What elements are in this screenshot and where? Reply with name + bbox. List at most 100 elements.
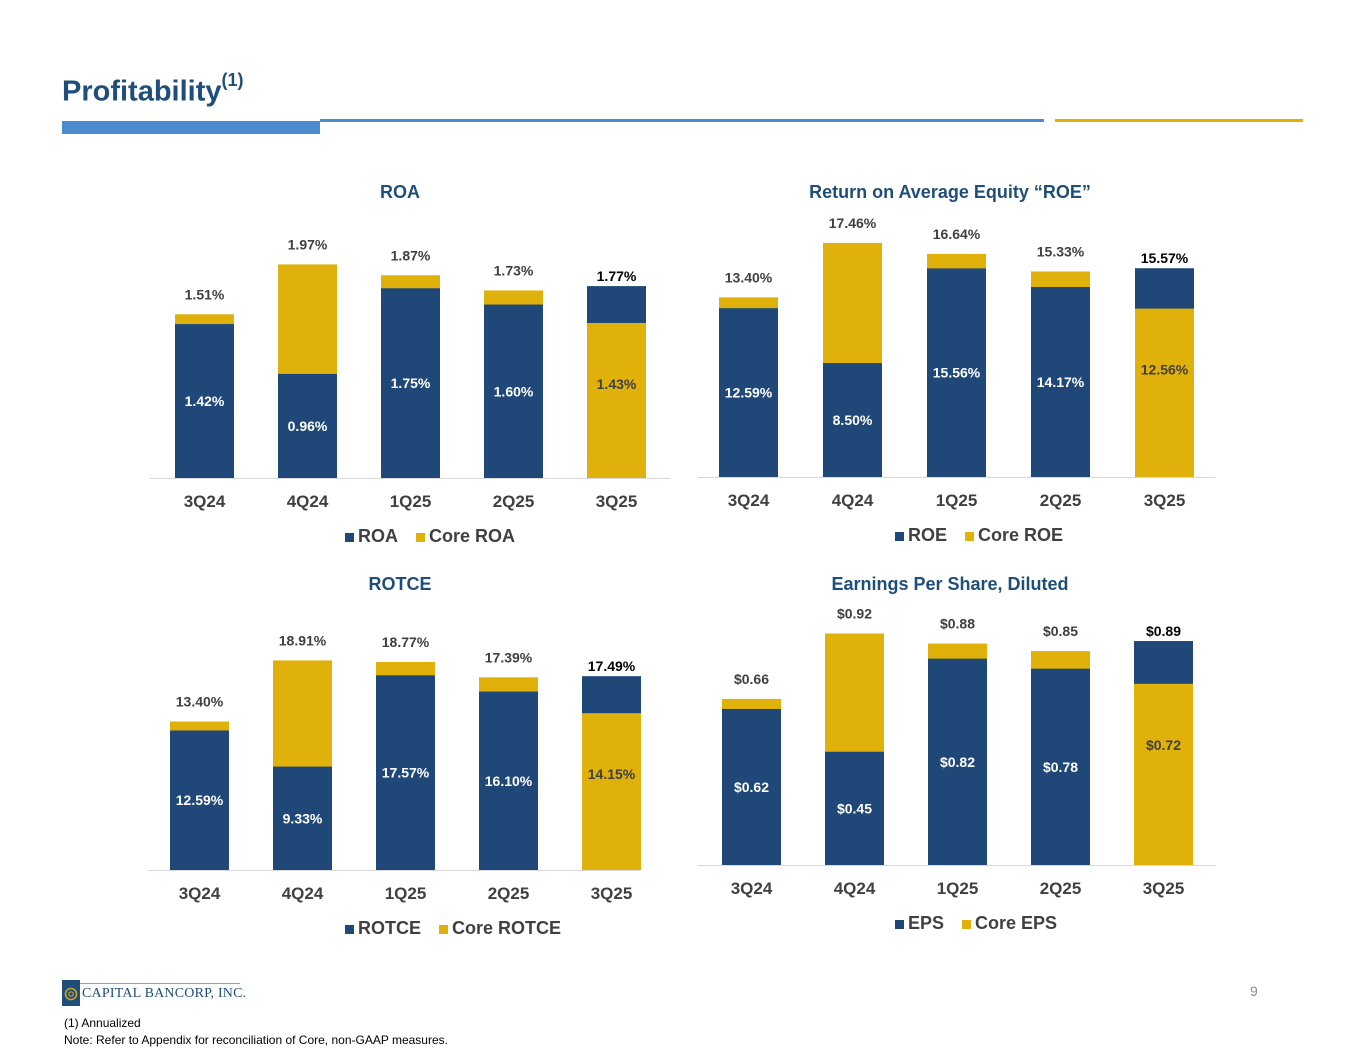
base-value-label: $0.78	[1043, 759, 1078, 775]
x-tick-label: 3Q24	[184, 492, 226, 511]
chart-title: Earnings Per Share, Diluted	[831, 574, 1068, 594]
core-bar	[587, 322, 646, 478]
legend-swatch-core-roa	[416, 533, 425, 542]
base-value-label: 9.33%	[283, 810, 323, 826]
legend-label-roa: ROA	[358, 526, 398, 546]
legend-swatch-core-rotce	[439, 925, 448, 934]
core-value-label: 12.56%	[1141, 362, 1189, 378]
core-value-label: $0.85	[1043, 623, 1078, 639]
core-bar	[582, 713, 641, 870]
x-tick-label: 2Q25	[488, 884, 530, 903]
chart-title: Return on Average Equity “ROE”	[809, 182, 1091, 202]
legend-swatch-roa	[345, 533, 354, 542]
legend-swatch-roe	[895, 532, 904, 541]
x-tick-label: 2Q25	[1040, 879, 1082, 898]
chart-title: ROA	[380, 182, 420, 202]
base-value-label: $0.62	[734, 779, 769, 795]
base-bar	[1031, 668, 1090, 865]
x-tick-label: 3Q25	[1143, 879, 1185, 898]
base-value-label: 1.75%	[391, 375, 431, 391]
base-bar	[928, 658, 987, 865]
legend-swatch-eps	[895, 920, 904, 929]
base-value-label: 15.57%	[1141, 250, 1189, 266]
base-value-label: 8.50%	[833, 412, 873, 428]
x-tick-label: 4Q24	[287, 492, 329, 511]
base-value-label: $0.45	[837, 800, 872, 816]
chart-eps: Earnings Per Share, Diluted $0.66 $0.62 3Q2…	[698, 574, 1216, 933]
x-tick-label: 3Q24	[728, 491, 770, 510]
legend-label-roe: ROE	[908, 525, 947, 545]
base-bar	[484, 304, 543, 478]
base-value-label: 1.77%	[597, 268, 637, 284]
base-bar	[722, 708, 781, 865]
chart-title: ROTCE	[369, 574, 432, 594]
logo-rule	[62, 983, 240, 984]
legend-label-eps: EPS	[908, 913, 944, 933]
core-value-label: 16.64%	[933, 226, 981, 242]
x-tick-label: 1Q25	[385, 884, 427, 903]
base-value-label: 1.42%	[185, 393, 225, 409]
core-value-label: 1.87%	[391, 247, 431, 263]
base-value-label: 0.96%	[288, 418, 328, 434]
core-value-label: 17.39%	[485, 649, 533, 665]
legend-label-core-rotce: Core ROTCE	[452, 918, 561, 938]
base-value-label: $0.82	[940, 754, 975, 770]
base-value-label: 15.56%	[933, 365, 981, 381]
legend-swatch-core-eps	[962, 920, 972, 929]
base-value-label: 17.57%	[382, 765, 430, 781]
core-value-label: 13.40%	[725, 269, 773, 285]
page-title-text: Profitability	[62, 75, 222, 108]
base-value-label: 1.60%	[494, 383, 534, 399]
core-value-label: 1.51%	[185, 286, 225, 302]
x-tick-label: 2Q25	[1040, 491, 1082, 510]
core-value-label: 13.40%	[176, 693, 224, 709]
chart-rotce: ROTCE 13.40% 12.59% 3Q24 18.91% 9.33% 4Q24 18.7…	[148, 574, 641, 938]
core-value-label: 14.15%	[588, 766, 636, 782]
legend-swatch-core-roe	[965, 532, 975, 541]
page-number: 9	[1250, 983, 1258, 999]
base-bar	[823, 363, 882, 477]
logo-text: CAPITAL BANCORP, INC.	[82, 986, 247, 1001]
x-tick-label: 1Q25	[390, 492, 432, 511]
core-value-label: 17.46%	[829, 215, 877, 231]
base-bar	[278, 373, 337, 478]
core-value-label: $0.92	[837, 605, 872, 621]
base-bar	[719, 308, 778, 477]
legend-swatch-rotce	[345, 925, 354, 934]
core-value-label: $0.72	[1146, 737, 1181, 753]
x-tick-label: 4Q24	[832, 491, 874, 510]
x-tick-label: 4Q24	[834, 879, 876, 898]
base-bar	[1031, 287, 1090, 477]
base-bar	[381, 288, 440, 478]
base-value-label: 12.59%	[176, 792, 224, 808]
core-bar	[1135, 308, 1194, 477]
x-tick-label: 4Q24	[282, 884, 324, 903]
base-bar	[927, 268, 986, 477]
footnote-core-note: Note: Refer to Appendix for reconciliati…	[64, 1033, 448, 1047]
core-value-label: 18.91%	[279, 632, 327, 648]
core-value-label: 1.73%	[494, 262, 534, 278]
base-bar	[170, 730, 229, 870]
x-tick-label: 3Q25	[591, 884, 633, 903]
capital-bancorp-logo-icon	[62, 980, 80, 1006]
core-bar	[1134, 683, 1193, 865]
base-bar	[479, 691, 538, 870]
core-value-label: 1.43%	[597, 376, 637, 392]
legend-label-core-roa: Core ROA	[429, 526, 515, 546]
core-value-label: 18.77%	[382, 634, 430, 650]
base-bar	[376, 675, 435, 870]
title-rule-blue	[320, 119, 1044, 122]
legend-label-core-eps: Core EPS	[975, 913, 1057, 933]
base-value-label: 14.17%	[1037, 374, 1085, 390]
base-value-label: 17.49%	[588, 658, 636, 674]
core-value-label: 1.97%	[288, 236, 328, 252]
core-value-label: 15.33%	[1037, 243, 1085, 259]
legend-label-rotce: ROTCE	[358, 918, 421, 938]
x-tick-label: 3Q25	[596, 492, 638, 511]
base-bar	[175, 324, 234, 478]
x-tick-label: 3Q24	[731, 879, 773, 898]
x-tick-label: 3Q25	[1144, 491, 1186, 510]
core-value-label: $0.66	[734, 671, 769, 687]
footnote-annualized: (1) Annualized	[64, 1016, 141, 1030]
base-bar	[273, 766, 332, 870]
